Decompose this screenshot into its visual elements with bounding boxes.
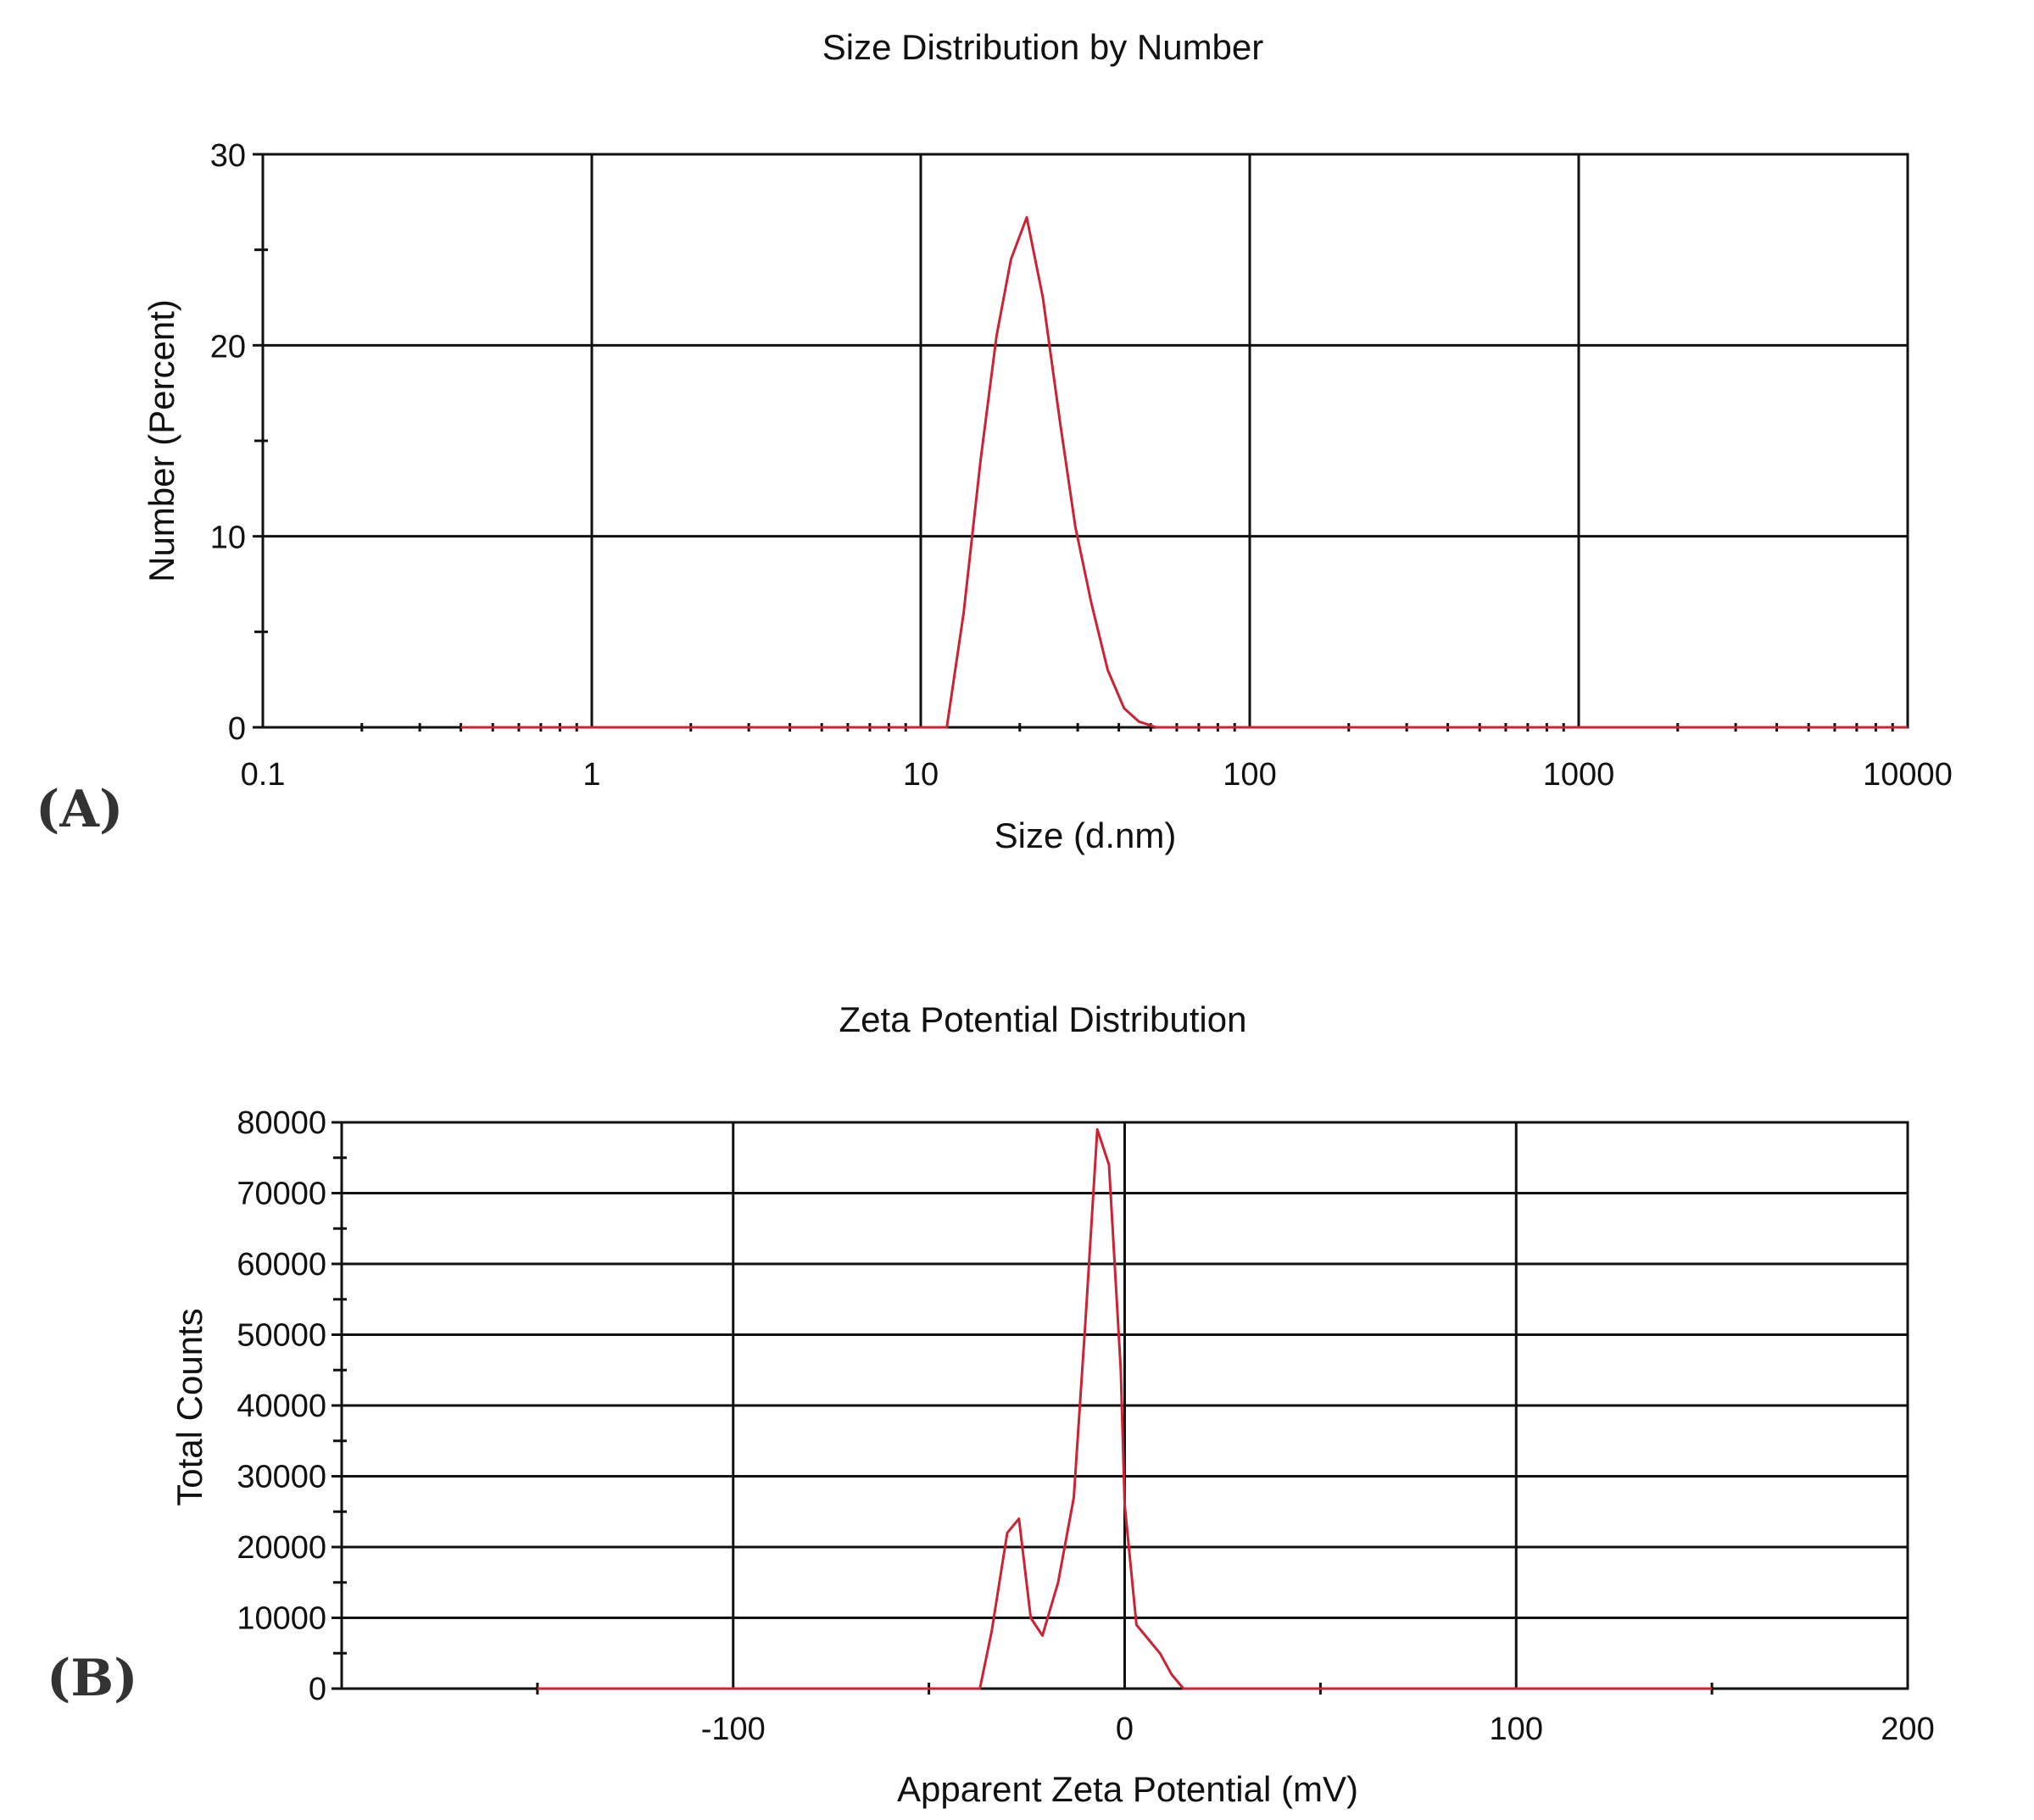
zeta-xtick-label: 200	[1881, 1711, 1934, 1747]
panel-label-b: (B)	[47, 1649, 138, 1708]
zeta-chart-ylabel: Total Counts	[170, 1308, 209, 1506]
zeta-ytick-label: 30000	[237, 1460, 326, 1495]
size-chart-ylabel: Number (Percent)	[142, 299, 181, 582]
zeta-ytick-label: 0	[309, 1672, 326, 1707]
size-xtick-label: 10000	[1863, 757, 1953, 793]
size-ytick-label: 20	[210, 329, 246, 365]
zeta-ytick-label: 40000	[237, 1389, 326, 1424]
size-distribution-chart: Size Distribution by Number Size (d.nm) …	[142, 27, 1953, 855]
zeta-distribution-line	[537, 1127, 1713, 1690]
zeta-chart-title: Zeta Potential Distribution	[839, 999, 1247, 1039]
size-xtick-label: 1	[582, 757, 600, 793]
size-ytick-label: 30	[210, 138, 246, 174]
zeta-xtick-label: 0	[1116, 1711, 1134, 1747]
size-chart-gridlines	[261, 153, 1909, 729]
zeta-chart-gridlines	[342, 1121, 1909, 1690]
zeta-xtick-label: -100	[701, 1711, 766, 1747]
zeta-ytick-label: 80000	[237, 1105, 326, 1141]
panel-label-a: (A)	[36, 780, 123, 839]
size-xtick-label: 1000	[1543, 757, 1615, 793]
zeta-ytick-label: 60000	[237, 1247, 326, 1283]
zeta-chart-xlabel: Apparent Zeta Potential (mV)	[897, 1769, 1358, 1809]
size-distribution-line	[460, 215, 1908, 729]
size-ytick-label: 10	[210, 520, 246, 556]
zeta-potential-chart: Zeta Potential Distribution Apparent Zet…	[170, 999, 1935, 1809]
zeta-ytick-label: 70000	[237, 1177, 326, 1212]
size-chart-title: Size Distribution by Number	[822, 27, 1264, 67]
size-ytick-label: 0	[228, 711, 246, 747]
zeta-ytick-label: 10000	[237, 1601, 326, 1637]
size-xtick-label: 100	[1223, 757, 1276, 793]
size-xtick-label: 0.1	[241, 757, 286, 793]
zeta-ytick-label: 20000	[237, 1530, 326, 1566]
size-xtick-label: 10	[903, 757, 939, 793]
size-chart-xlabel: Size (d.nm)	[995, 815, 1177, 855]
size-chart-frame	[261, 153, 1909, 729]
zeta-ytick-label: 50000	[237, 1318, 326, 1354]
zeta-chart-ticks	[332, 1121, 1714, 1695]
zeta-xtick-label: 100	[1490, 1711, 1543, 1747]
size-chart-ticks	[253, 153, 1894, 732]
